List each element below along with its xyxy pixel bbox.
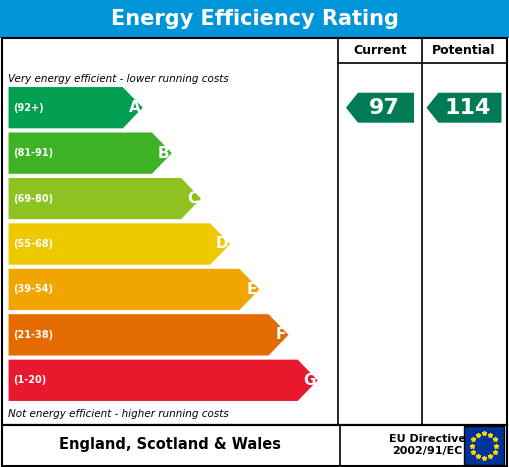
- Text: E: E: [247, 282, 257, 297]
- Text: 114: 114: [445, 98, 491, 118]
- Text: (55-68): (55-68): [13, 239, 53, 249]
- Bar: [0, 0, 509, 38]
- Polygon shape: [8, 359, 319, 402]
- Polygon shape: [8, 268, 260, 311]
- Text: (69-80): (69-80): [13, 193, 53, 204]
- Text: (1-20): (1-20): [13, 375, 46, 385]
- Text: (92+): (92+): [13, 103, 44, 113]
- Bar: [2, 425, 507, 466]
- Polygon shape: [8, 223, 231, 265]
- Text: 97: 97: [369, 98, 400, 118]
- Text: C: C: [188, 191, 199, 206]
- Text: F: F: [276, 327, 286, 342]
- Text: B: B: [158, 146, 169, 161]
- Text: A: A: [129, 100, 140, 115]
- Polygon shape: [427, 93, 501, 123]
- Text: (21-38): (21-38): [13, 330, 53, 340]
- Text: Potential: Potential: [432, 44, 496, 57]
- Polygon shape: [8, 177, 202, 220]
- Polygon shape: [346, 93, 414, 123]
- Text: EU Directive
2002/91/EC: EU Directive 2002/91/EC: [388, 434, 465, 456]
- Text: Current: Current: [353, 44, 407, 57]
- Polygon shape: [8, 86, 144, 129]
- Polygon shape: [8, 314, 289, 356]
- Text: G: G: [303, 373, 316, 388]
- Text: D: D: [215, 236, 228, 252]
- Polygon shape: [8, 132, 173, 174]
- Text: (39-54): (39-54): [13, 284, 53, 294]
- Text: Very energy efficient - lower running costs: Very energy efficient - lower running co…: [8, 74, 229, 84]
- Text: England, Scotland & Wales: England, Scotland & Wales: [59, 438, 281, 453]
- Text: (81-91): (81-91): [13, 148, 53, 158]
- Text: Not energy efficient - higher running costs: Not energy efficient - higher running co…: [8, 409, 229, 419]
- Bar: [464, 426, 504, 465]
- Bar: [2, 38, 507, 425]
- Text: Energy Efficiency Rating: Energy Efficiency Rating: [110, 9, 399, 29]
